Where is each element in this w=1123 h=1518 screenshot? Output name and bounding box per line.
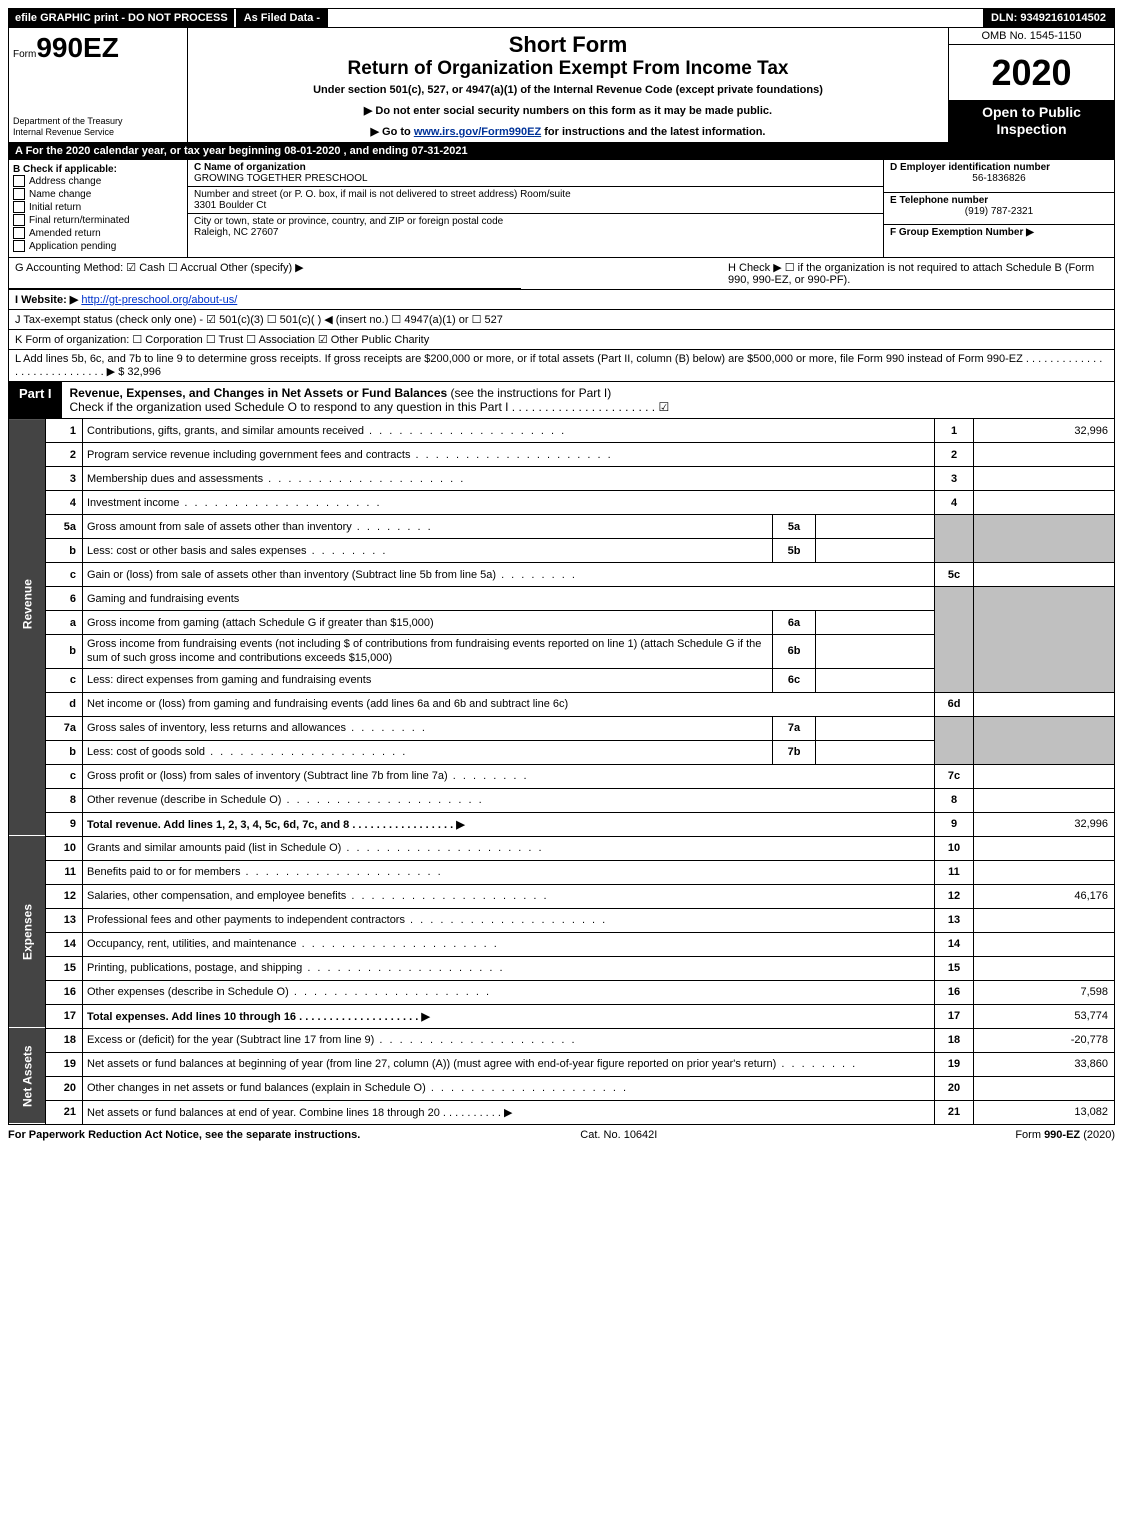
form-number: 990EZ [36, 32, 119, 63]
footer-cat: Cat. No. 10642I [580, 1129, 657, 1141]
street-val: 3301 Boulder Ct [194, 200, 877, 211]
right-box: OMB No. 1545-1150 2020 Open to Public In… [948, 28, 1114, 142]
irs-link[interactable]: www.irs.gov/Form990EZ [414, 126, 541, 138]
website-link[interactable]: http://gt-preschool.org/about-us/ [81, 294, 237, 306]
open-inspection: Open to Public Inspection [949, 100, 1114, 142]
part1-title: Revenue, Expenses, and Changes in Net As… [62, 382, 1114, 418]
city-val: Raleigh, NC 27607 [194, 227, 877, 238]
phone: (919) 787-2321 [890, 206, 1108, 217]
row-k: K Form of organization: ☐ Corporation ☐ … [8, 330, 1115, 350]
form-number-box: Form990EZ Department of the Treasury Int… [9, 28, 188, 142]
dln-label: DLN: 93492161014502 [983, 9, 1114, 27]
g-accounting: G Accounting Method: ☑ Cash ☐ Accrual Ot… [9, 258, 521, 289]
chk-address[interactable] [13, 175, 25, 187]
l21-val: 13,082 [974, 1100, 1115, 1124]
row-l: L Add lines 5b, 6c, and 7b to line 9 to … [8, 350, 1115, 382]
chk-amended[interactable] [13, 227, 25, 239]
l18-val: -20,778 [974, 1028, 1115, 1052]
topbar-blank [328, 9, 983, 27]
l17-val: 53,774 [974, 1004, 1115, 1028]
l16-val: 7,598 [974, 980, 1115, 1004]
street-label: Number and street (or P. O. box, if mail… [194, 189, 877, 200]
lines-table: Revenue 1 Contributions, gifts, grants, … [8, 419, 1115, 1125]
l1-val: 32,996 [974, 419, 1115, 443]
title-box: Short Form Return of Organization Exempt… [188, 28, 948, 142]
c-label: C Name of organization [194, 162, 877, 173]
omb-number: OMB No. 1545-1150 [949, 28, 1114, 45]
col-c: C Name of organization GROWING TOGETHER … [188, 160, 883, 257]
part1-header: Part I Revenue, Expenses, and Changes in… [8, 382, 1115, 419]
dept-treasury: Department of the Treasury [13, 116, 183, 127]
org-name: GROWING TOGETHER PRESCHOOL [194, 173, 877, 184]
e-label: E Telephone number [890, 195, 1108, 206]
chk-pending[interactable] [13, 240, 25, 252]
side-netassets: Net Assets [9, 1028, 46, 1124]
col-b: B Check if applicable: Address change Na… [9, 160, 188, 257]
dept-irs: Internal Revenue Service [13, 127, 183, 138]
f-label: F Group Exemption Number ▶ [890, 227, 1108, 238]
efile-label: efile GRAPHIC print - DO NOT PROCESS [9, 9, 234, 27]
l19-val: 33,860 [974, 1052, 1115, 1076]
side-expenses: Expenses [9, 836, 46, 1028]
l12-val: 46,176 [974, 884, 1115, 908]
footer-left: For Paperwork Reduction Act Notice, see … [8, 1129, 360, 1141]
d-label: D Employer identification number [890, 162, 1108, 173]
part1-tab: Part I [9, 382, 62, 418]
row-a: A For the 2020 calendar year, or tax yea… [8, 143, 1115, 160]
form-label: Form [13, 49, 36, 60]
chk-initial[interactable] [13, 201, 25, 213]
footer-form: Form 990-EZ (2020) [1015, 1129, 1115, 1141]
tax-year: 2020 [949, 45, 1114, 100]
instr-goto: ▶ Go to www.irs.gov/Form990EZ for instru… [196, 125, 940, 138]
row-i: I Website: ▶ http://gt-preschool.org/abo… [8, 290, 1115, 310]
b-title: B Check if applicable: [13, 164, 183, 175]
gross-receipts: 32,996 [127, 366, 161, 378]
row-j: J Tax-exempt status (check only one) - ☑… [8, 310, 1115, 330]
asfiled-label: As Filed Data - [234, 9, 328, 27]
footer: For Paperwork Reduction Act Notice, see … [8, 1125, 1115, 1141]
l9-val: 32,996 [974, 812, 1115, 836]
form-header: Form990EZ Department of the Treasury Int… [8, 28, 1115, 143]
chk-final[interactable] [13, 214, 25, 226]
col-d: D Employer identification number 56-1836… [883, 160, 1114, 257]
chk-name[interactable] [13, 188, 25, 200]
section-bcd: B Check if applicable: Address change Na… [8, 160, 1115, 258]
city-label: City or town, state or province, country… [194, 216, 877, 227]
instr-ssn: ▶ Do not enter social security numbers o… [196, 104, 940, 117]
under-section: Under section 501(c), 527, or 4947(a)(1)… [196, 84, 940, 96]
return-title: Return of Organization Exempt From Incom… [196, 58, 940, 80]
row-gh: G Accounting Method: ☑ Cash ☐ Accrual Ot… [8, 258, 1115, 290]
ein: 56-1836826 [890, 173, 1108, 184]
h-check: H Check ▶ ☐ if the organization is not r… [722, 258, 1114, 289]
top-bar: efile GRAPHIC print - DO NOT PROCESS As … [8, 8, 1115, 28]
side-revenue: Revenue [9, 419, 46, 788]
short-form-title: Short Form [196, 32, 940, 58]
